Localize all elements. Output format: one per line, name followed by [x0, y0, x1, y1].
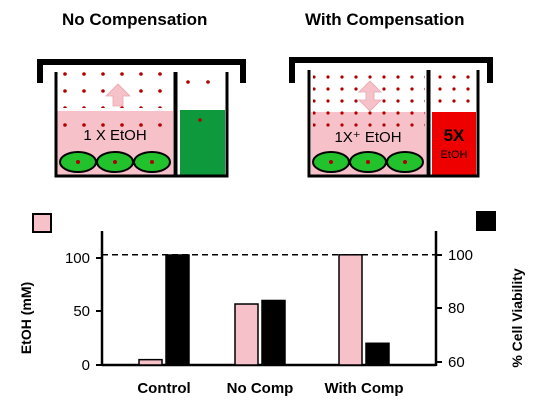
left-panel-title: No Compensation: [62, 10, 208, 29]
left-up-arrow-icon: [105, 83, 131, 107]
right-tick-label: 80: [448, 300, 465, 317]
etoh-bar-with-comp: [338, 254, 363, 366]
right-reservoir-label-big: 5X: [444, 126, 465, 145]
right-reservoir-dots: [433, 70, 475, 110]
right-reservoir-wall: [427, 70, 480, 178]
right-panel-title: With Compensation: [305, 10, 465, 29]
legend-swatch-etoh: [32, 213, 52, 233]
bar-chart: 0 50 100 60 80 100 EtOH (mM) % Cell Viab…: [18, 211, 525, 397]
left-y-axis-title: EtOH (mM): [18, 282, 34, 354]
bars: [138, 254, 390, 366]
right-reservoir-liquid: [432, 112, 476, 175]
left-ticks: 0 50 100: [65, 250, 102, 374]
left-tick-label: 50: [73, 303, 90, 320]
left-chamber-label: 1 X EtOH: [83, 127, 146, 144]
left-reservoir-wall: [174, 72, 229, 178]
category-label: Control: [137, 380, 190, 397]
right-reservoir-label-small: EtOH: [441, 149, 468, 161]
right-tick-label: 100: [448, 247, 473, 264]
left-liquid-dots: [60, 110, 172, 130]
category-label: No Comp: [227, 380, 294, 397]
right-y-axis-title: % Cell Viability: [509, 268, 525, 368]
right-schematic: 1X⁺ EtOH 5X EtOH: [289, 57, 493, 178]
left-tick-label: 100: [65, 250, 90, 267]
left-tick-label: 0: [82, 357, 90, 374]
etoh-bar-control: [138, 358, 163, 366]
left-reservoir-liquid: [180, 110, 225, 175]
left-lid: [37, 59, 246, 83]
right-double-arrow-icon: [358, 80, 382, 112]
right-lid: [289, 57, 493, 83]
viability-bar-with-comp: [365, 342, 390, 366]
viability-bar-control: [165, 254, 190, 366]
right-tick-label: 60: [448, 354, 465, 371]
right-ticks: 60 80 100: [436, 247, 473, 371]
right-chamber-label: 1X⁺ EtOH: [334, 129, 401, 146]
etoh-bar-no-comp: [234, 303, 259, 366]
legend-swatch-viability: [476, 211, 496, 231]
viability-bar-no-comp: [261, 299, 286, 366]
category-labels: Control No Comp With Comp: [137, 380, 403, 397]
category-label: With Comp: [324, 380, 403, 397]
left-schematic: 1 X EtOH: [37, 59, 246, 178]
